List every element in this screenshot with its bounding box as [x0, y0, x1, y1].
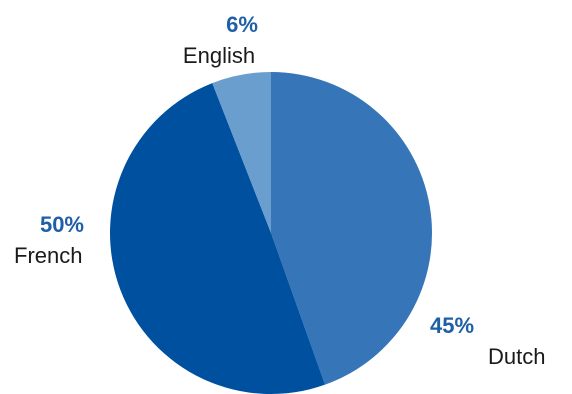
pie-slices	[110, 72, 433, 394]
slice-label-dutch: Dutch	[488, 344, 545, 369]
slice-percent-french: 50%	[40, 212, 84, 237]
slice-percent-english: 6%	[226, 12, 258, 37]
pie-slice-english	[212, 72, 271, 233]
slice-percent-dutch: 45%	[430, 313, 474, 338]
pie-slice-french	[110, 83, 326, 394]
pie-slice-dutch	[271, 72, 433, 385]
slice-label-french: French	[14, 243, 82, 268]
slice-label-english: English	[183, 43, 255, 68]
